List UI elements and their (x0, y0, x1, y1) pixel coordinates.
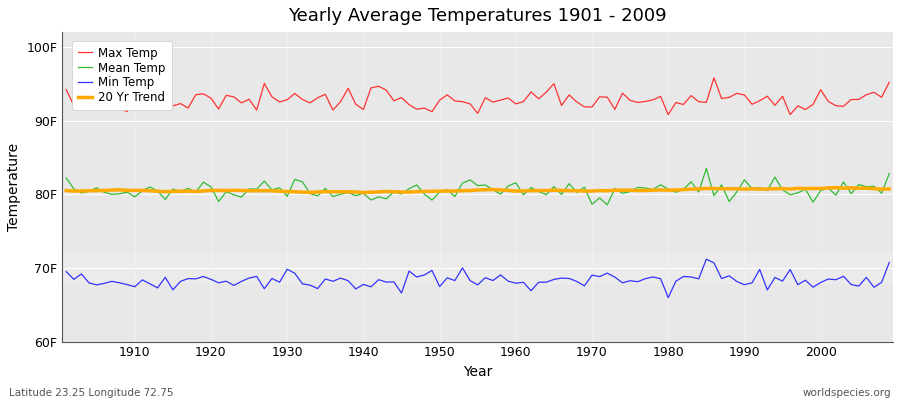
Max Temp (602, 95, 613, 100)
20 Yr Trend (831, 185, 842, 190)
Min Temp (503, 279, 514, 284)
20 Yr Trend (518, 188, 529, 193)
Min Temp (122, 282, 132, 287)
Mean Temp (609, 186, 620, 191)
20 Yr Trend (335, 189, 346, 194)
Mean Temp (335, 192, 346, 196)
Mean Temp (884, 171, 895, 176)
Line: 20 Yr Trend: 20 Yr Trend (67, 188, 889, 192)
Min Temp (290, 271, 301, 276)
Mean Temp (701, 166, 712, 171)
Min Temp (602, 271, 613, 276)
Text: Latitude 23.25 Longitude 72.75: Latitude 23.25 Longitude 72.75 (9, 388, 174, 398)
20 Yr Trend (884, 186, 895, 191)
Min Temp (335, 276, 346, 280)
20 Yr Trend (510, 189, 521, 194)
Max Temp (708, 75, 719, 80)
20 Yr Trend (609, 188, 620, 193)
20 Yr Trend (358, 190, 369, 195)
Max Temp (503, 96, 514, 100)
Min Temp (510, 281, 521, 286)
20 Yr Trend (290, 189, 301, 194)
Max Temp (290, 91, 301, 96)
Max Temp (662, 112, 673, 117)
Max Temp (884, 80, 895, 84)
Line: Mean Temp: Mean Temp (67, 168, 889, 205)
Text: worldspecies.org: worldspecies.org (803, 388, 891, 398)
Max Temp (335, 99, 346, 104)
Mean Temp (510, 180, 521, 185)
Min Temp (61, 269, 72, 274)
Bar (62, 253, 893, 283)
Mean Temp (61, 176, 72, 180)
Min Temp (662, 295, 673, 300)
Max Temp (510, 102, 521, 106)
20 Yr Trend (61, 188, 72, 193)
Max Temp (122, 109, 132, 114)
Mean Temp (503, 184, 514, 188)
Title: Yearly Average Temperatures 1901 - 2009: Yearly Average Temperatures 1901 - 2009 (288, 7, 667, 25)
X-axis label: Year: Year (463, 365, 492, 379)
Min Temp (884, 260, 895, 265)
20 Yr Trend (122, 188, 132, 193)
Line: Min Temp: Min Temp (67, 259, 889, 298)
Line: Max Temp: Max Temp (67, 78, 889, 115)
Y-axis label: Temperature: Temperature (7, 143, 21, 231)
Mean Temp (122, 190, 132, 194)
Min Temp (701, 257, 712, 262)
Mean Temp (602, 202, 613, 207)
Legend: Max Temp, Mean Temp, Min Temp, 20 Yr Trend: Max Temp, Mean Temp, Min Temp, 20 Yr Tre… (72, 41, 172, 110)
Mean Temp (290, 177, 301, 182)
Max Temp (61, 87, 72, 92)
